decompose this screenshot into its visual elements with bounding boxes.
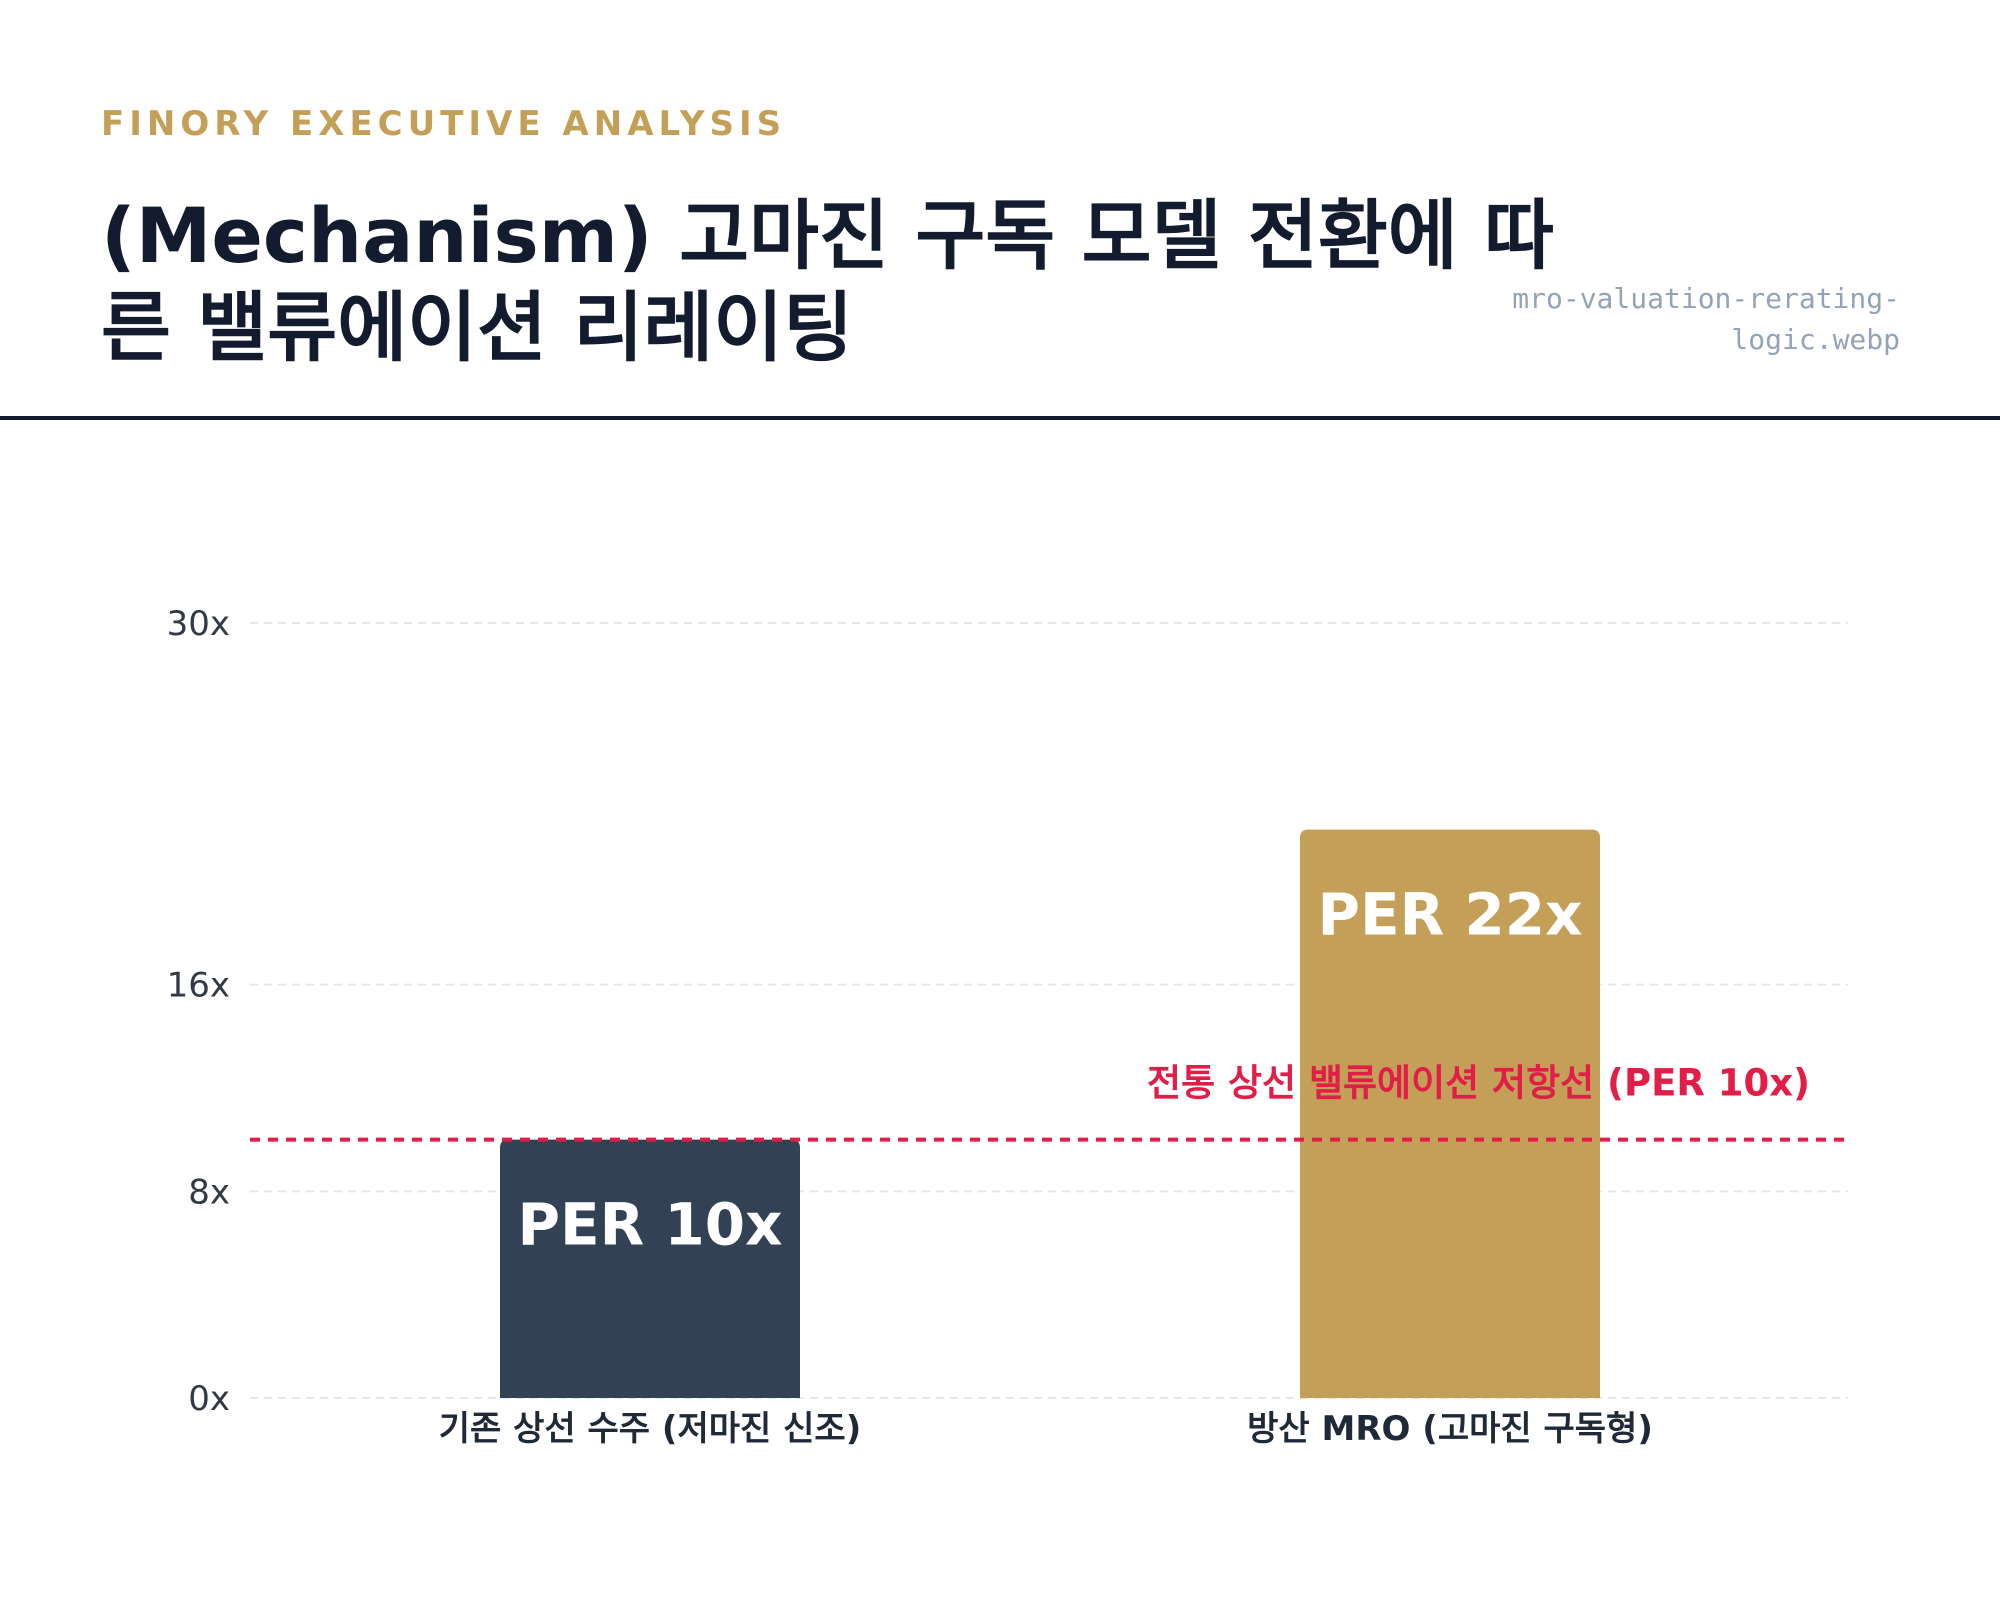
- x-axis-categories: 기존 상선 수주 (저마진 신조) 방산 MRO (고마진 구독형): [439, 1409, 1653, 1449]
- y-axis-ticks: 0x 8x 16x 30x: [167, 604, 230, 1419]
- gridlines: [250, 622, 1848, 1399]
- x-category-label: 방산 MRO (고마진 구독형): [1247, 1409, 1653, 1449]
- reference-line-label: 전통 상선 밸류에이션 저항선 (PER 10x): [1147, 1062, 1810, 1105]
- reference-line-group: 전통 상선 밸류에이션 저항선 (PER 10x): [250, 1062, 1848, 1142]
- bar-data-label: PER 22x: [1317, 881, 1582, 949]
- y-tick-label: 30x: [167, 604, 230, 644]
- file-name-label: mro-valuation-rerating-logic.webp: [1512, 282, 1900, 356]
- header-divider: [0, 416, 2000, 420]
- bar-2: [1300, 829, 1600, 1398]
- page-title: (Mechanism) 고마진 구독 모델 전환에 따른 밸류에이션 리레이팅: [101, 191, 1555, 372]
- eyebrow-label: FINORY EXECUTIVE ANALYSIS: [101, 104, 787, 144]
- bar-data-label: PER 10x: [517, 1191, 782, 1259]
- bar-1: [500, 1139, 800, 1398]
- y-tick-label: 16x: [167, 966, 230, 1006]
- y-tick-label: 0x: [188, 1379, 230, 1419]
- y-tick-label: 8x: [188, 1172, 230, 1212]
- x-category-label: 기존 상선 수주 (저마진 신조): [439, 1409, 862, 1449]
- header: FINORY EXECUTIVE ANALYSIS (Mechanism) 고마…: [0, 0, 2000, 420]
- bars: PER 10x PER 22x: [500, 829, 1600, 1398]
